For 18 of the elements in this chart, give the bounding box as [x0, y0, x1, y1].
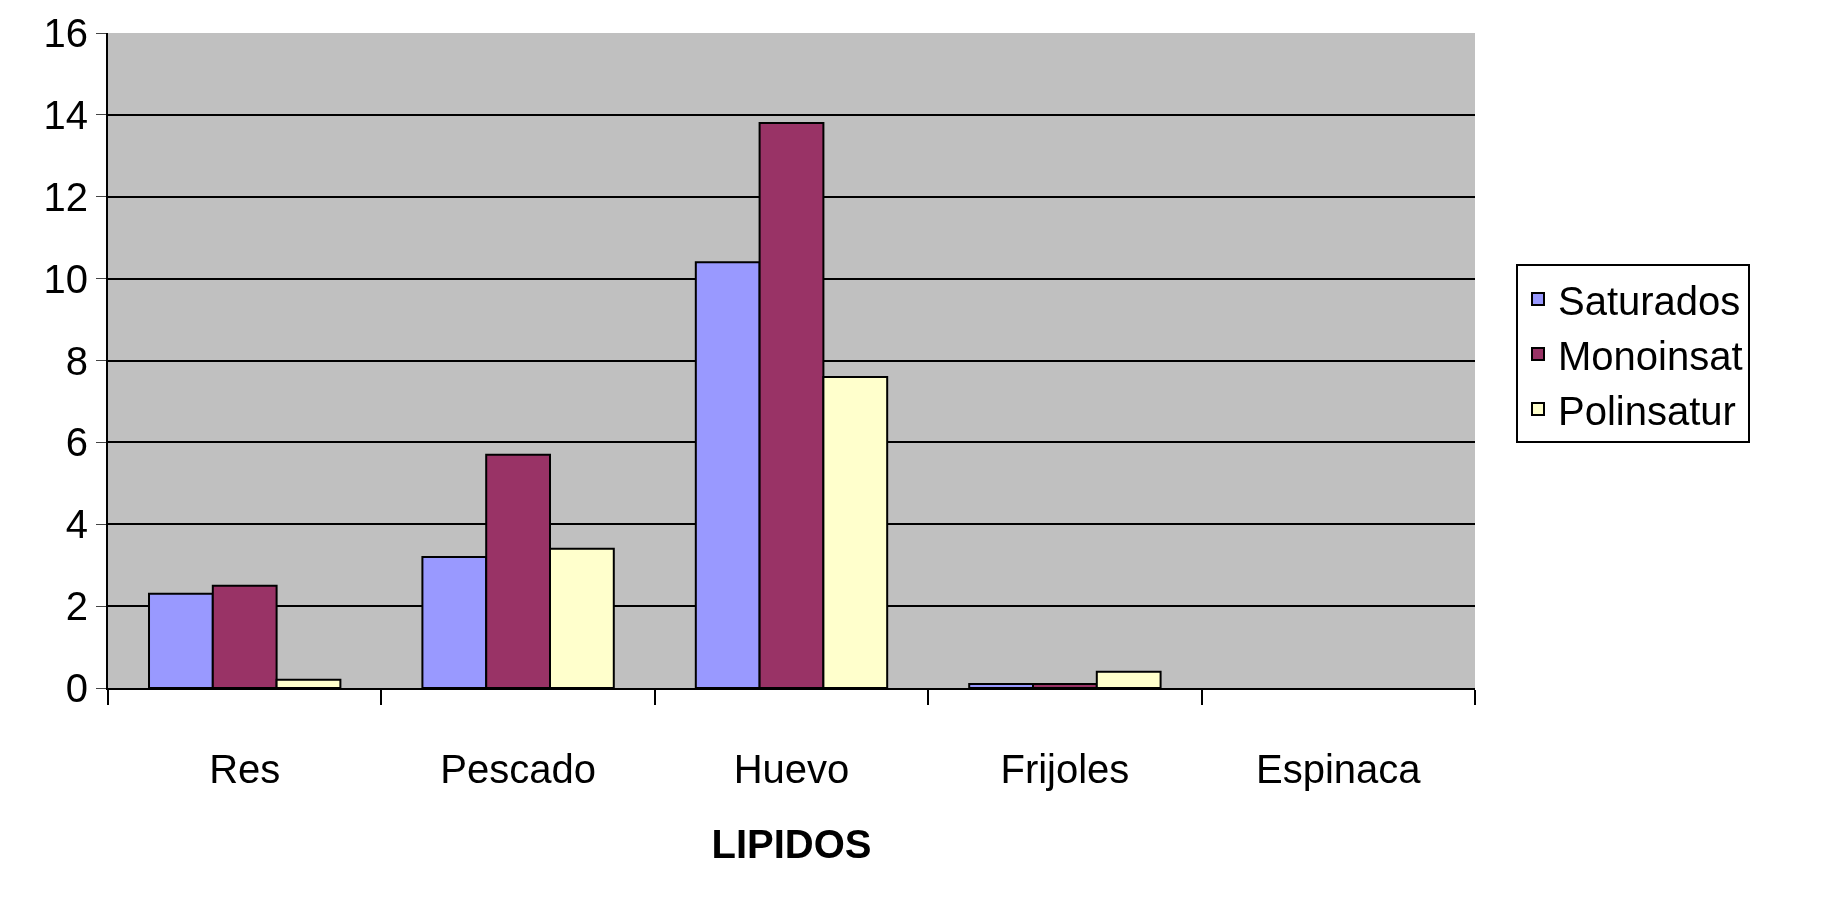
y-tick-label: 0: [65, 666, 88, 710]
x-tick-label: Pescado: [440, 747, 596, 791]
y-tick-label: 2: [65, 584, 88, 629]
y-tick-label: 8: [65, 338, 88, 383]
y-tick-label: 12: [43, 174, 88, 219]
x-tick-label: Res: [209, 747, 281, 791]
legend-label: Monoinsat: [1558, 333, 1743, 378]
legend-label: Polinsatur: [1558, 388, 1736, 433]
y-tick-label: 6: [65, 420, 88, 465]
y-tick-label: 14: [43, 92, 88, 137]
x-tick-label: Espinaca: [1256, 747, 1422, 791]
x-axis-title: LIPIDOS: [711, 822, 872, 866]
legend-label: Saturados: [1558, 278, 1741, 323]
x-tick-label: Frijoles: [1000, 747, 1130, 791]
y-tick-label: 4: [65, 502, 88, 547]
x-tick-label: Huevo: [733, 747, 850, 791]
y-tick-label: 10: [43, 256, 88, 301]
y-tick-label: 16: [43, 11, 88, 55]
